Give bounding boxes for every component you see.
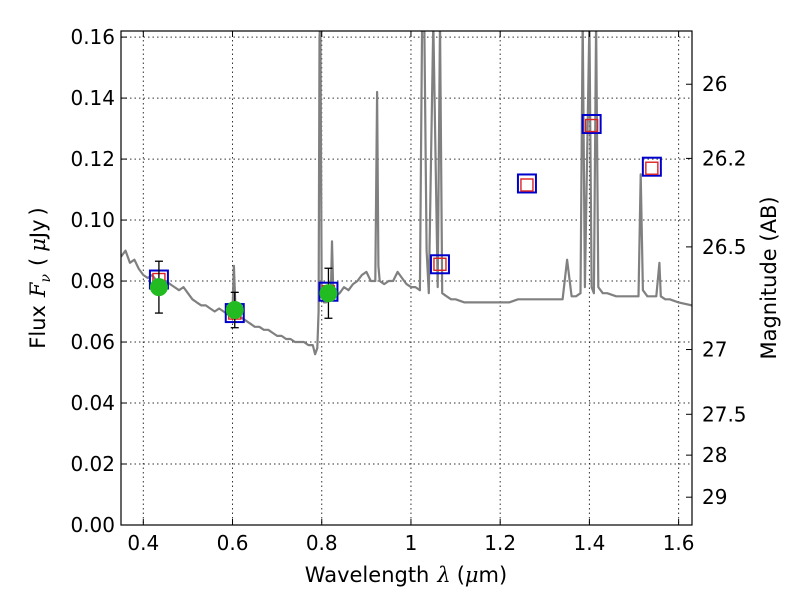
- x-tick-label: 1.6: [663, 531, 695, 555]
- observed-point: [225, 301, 244, 320]
- spectrum-line: [121, 31, 692, 356]
- y2-tick-label: 28: [702, 443, 727, 467]
- y2-tick-label: 26: [702, 72, 727, 96]
- observed-point: [149, 278, 168, 297]
- observed-square: [584, 118, 599, 133]
- x-tick-label: 1.4: [573, 531, 605, 555]
- y-tick-label: 0.06: [70, 330, 115, 354]
- y2-tick-label: 26.2: [702, 146, 747, 170]
- y-tick-label: 0.12: [70, 147, 115, 171]
- x-tick-label: 0.8: [306, 531, 338, 555]
- y2-tick-label: 27: [702, 338, 727, 362]
- model-square: [429, 254, 450, 275]
- model-square: [516, 173, 537, 194]
- y2-tick-label: 27.5: [702, 402, 747, 426]
- plot-frame: [120, 30, 693, 526]
- x-tick-label: 0.6: [217, 531, 249, 555]
- model-square: [641, 156, 662, 177]
- observed-square: [645, 161, 659, 175]
- y-tick-label: 0.04: [70, 391, 115, 415]
- y-tick-label: 0.14: [70, 86, 115, 110]
- x-tick-label: 1.2: [484, 531, 516, 555]
- x-tick-label: 0.4: [127, 531, 159, 555]
- y2-axis-title: Magnitude (AB): [757, 196, 781, 359]
- y2-tick-label: 26.5: [702, 235, 747, 259]
- tick-layer: 0.4 0.6 0.8 1 1.2 1.4 1.6 0.00 0.02 0.04 0.06 0.08 0…: [70, 25, 746, 555]
- plot-background: [121, 31, 692, 525]
- observed-point: [319, 284, 338, 303]
- x-tick-label: 1: [405, 531, 418, 555]
- data-layer: [121, 31, 692, 356]
- y-tick-label: 0.02: [70, 452, 115, 476]
- y-tick-label: 0.16: [70, 25, 115, 49]
- y-tick-label: 0.10: [70, 208, 115, 232]
- model-square: [581, 114, 602, 135]
- x-axis-title: Wavelength λ (μm): [305, 563, 507, 587]
- observed-square: [520, 178, 534, 192]
- observed-square: [433, 257, 447, 271]
- y2-tick-label: 29: [702, 485, 727, 509]
- marker-layer: [148, 114, 662, 329]
- y-axis-title: FluxFν(μJy): [26, 207, 54, 348]
- y-tick-label: 0.08: [70, 269, 115, 293]
- y-tick-label: 0.00: [70, 513, 115, 537]
